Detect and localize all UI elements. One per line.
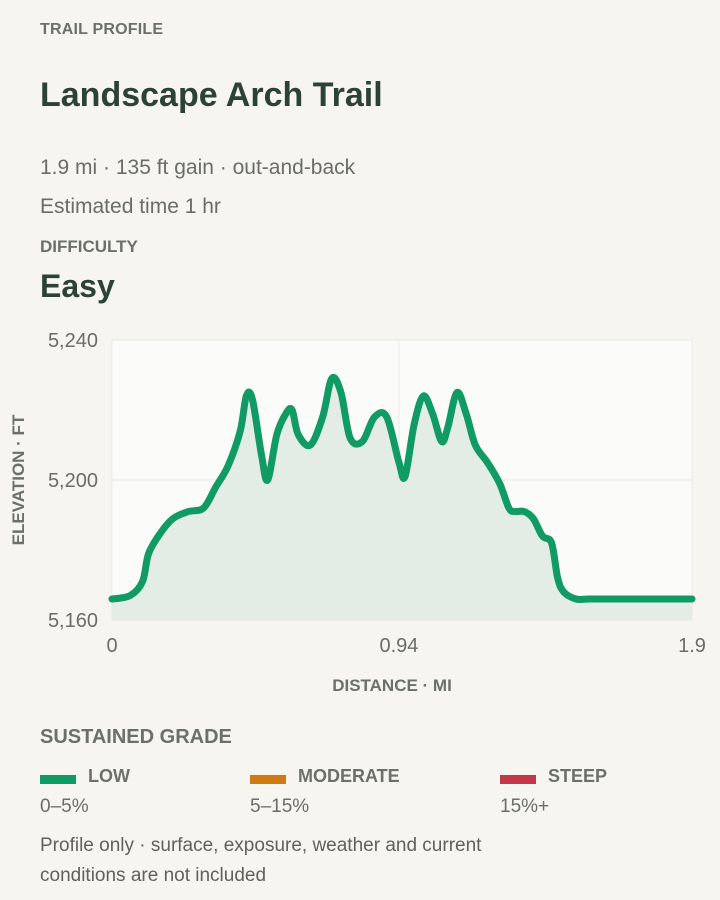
legend-name-moderate: MODERATE	[298, 766, 400, 786]
footnote: Profile only · surface, exposure, weathe…	[40, 835, 482, 886]
difficulty-label: DIFFICULTY	[40, 237, 138, 256]
x-axis-label: DISTANCE · MI	[332, 676, 452, 695]
legend-range-steep: 15%+	[500, 796, 550, 817]
trail-stats: 1.9 mi · 135 ft gain · out-and-back	[40, 156, 356, 179]
x-tick-label: 0	[106, 635, 117, 657]
elevation-chart: 5,160 5,200 5,240 0 0.94 1.9 DISTANCE · MI ELEV…	[9, 330, 706, 695]
legend-name-steep: STEEP	[548, 766, 608, 786]
legend-range-low: 0–5%	[40, 796, 89, 817]
difficulty-value: Easy	[40, 268, 115, 304]
y-axis-label: ELEVATION · FT	[9, 414, 28, 545]
grade-legend-title: SUSTAINED GRADE	[40, 726, 232, 748]
estimated-time: Estimated time 1 hr	[40, 195, 221, 218]
legend-swatch-low	[40, 775, 76, 784]
elevation-line	[108, 374, 696, 604]
y-tick-label: 5,200	[48, 470, 98, 492]
legend-range-moderate: 5–15%	[250, 796, 310, 817]
section-eyebrow: TRAIL PROFILE	[40, 21, 164, 38]
legend-swatch-steep	[500, 775, 536, 784]
x-tick-label: 1.9	[678, 635, 706, 657]
legend-name-low: LOW	[88, 766, 130, 786]
y-tick-label: 5,240	[48, 330, 98, 352]
x-tick-label: 0.94	[379, 635, 418, 657]
y-tick-label: 5,160	[48, 610, 98, 632]
trail-title: Landscape Arch Trail	[40, 76, 383, 114]
legend-swatch-moderate	[250, 775, 286, 784]
